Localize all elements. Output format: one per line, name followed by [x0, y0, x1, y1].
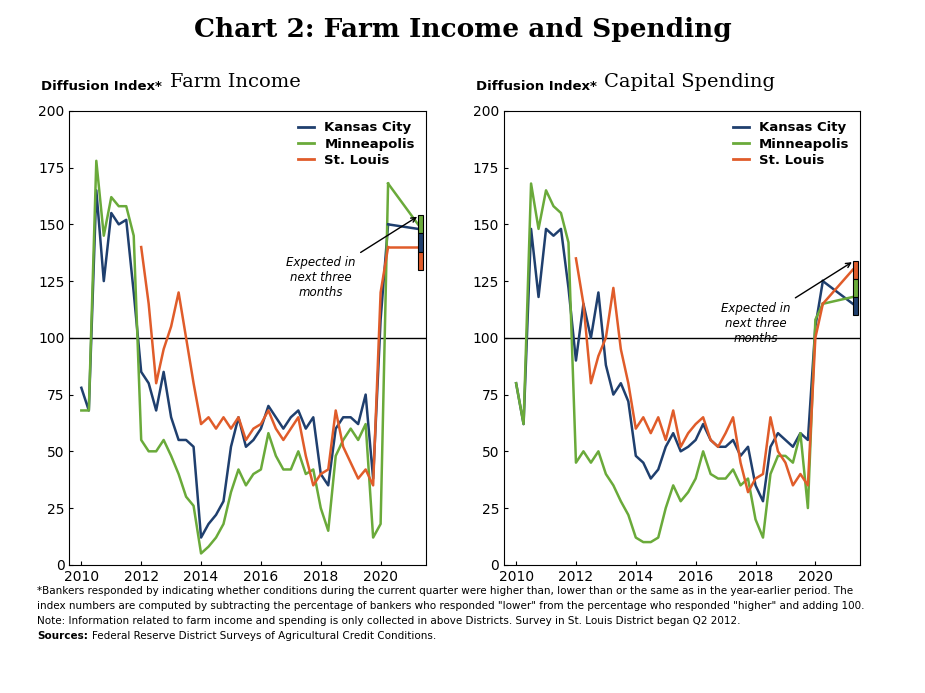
Text: Chart 2: Farm Income and Spending: Chart 2: Farm Income and Spending	[193, 17, 732, 42]
Text: Farm Income: Farm Income	[170, 73, 302, 91]
Text: Sources:: Sources:	[37, 631, 88, 641]
Text: Diffusion Index*: Diffusion Index*	[475, 80, 597, 93]
Bar	[853, 261, 858, 279]
Bar	[853, 297, 858, 315]
Bar	[418, 234, 424, 252]
Text: Capital Spending: Capital Spending	[604, 73, 774, 91]
Bar	[418, 216, 424, 234]
Text: Diffusion Index*: Diffusion Index*	[41, 80, 162, 93]
Legend: Kansas City, Minneapolis, St. Louis: Kansas City, Minneapolis, St. Louis	[729, 118, 854, 171]
Text: Federal Reserve District Surveys of Agricultural Credit Conditions.: Federal Reserve District Surveys of Agri…	[92, 631, 436, 641]
Bar	[418, 252, 424, 270]
Text: Expected in
next three
months: Expected in next three months	[721, 263, 851, 344]
Bar	[853, 279, 858, 297]
Legend: Kansas City, Minneapolis, St. Louis: Kansas City, Minneapolis, St. Louis	[294, 118, 419, 171]
Text: index numbers are computed by subtracting the percentage of bankers who responde: index numbers are computed by subtractin…	[37, 601, 865, 611]
Text: *Bankers responded by indicating whether conditions during the current quarter w: *Bankers responded by indicating whether…	[37, 586, 853, 595]
Text: Expected in
next three
months: Expected in next three months	[286, 218, 416, 299]
Text: Note: Information related to farm income and spending is only collected in above: Note: Information related to farm income…	[37, 616, 741, 626]
